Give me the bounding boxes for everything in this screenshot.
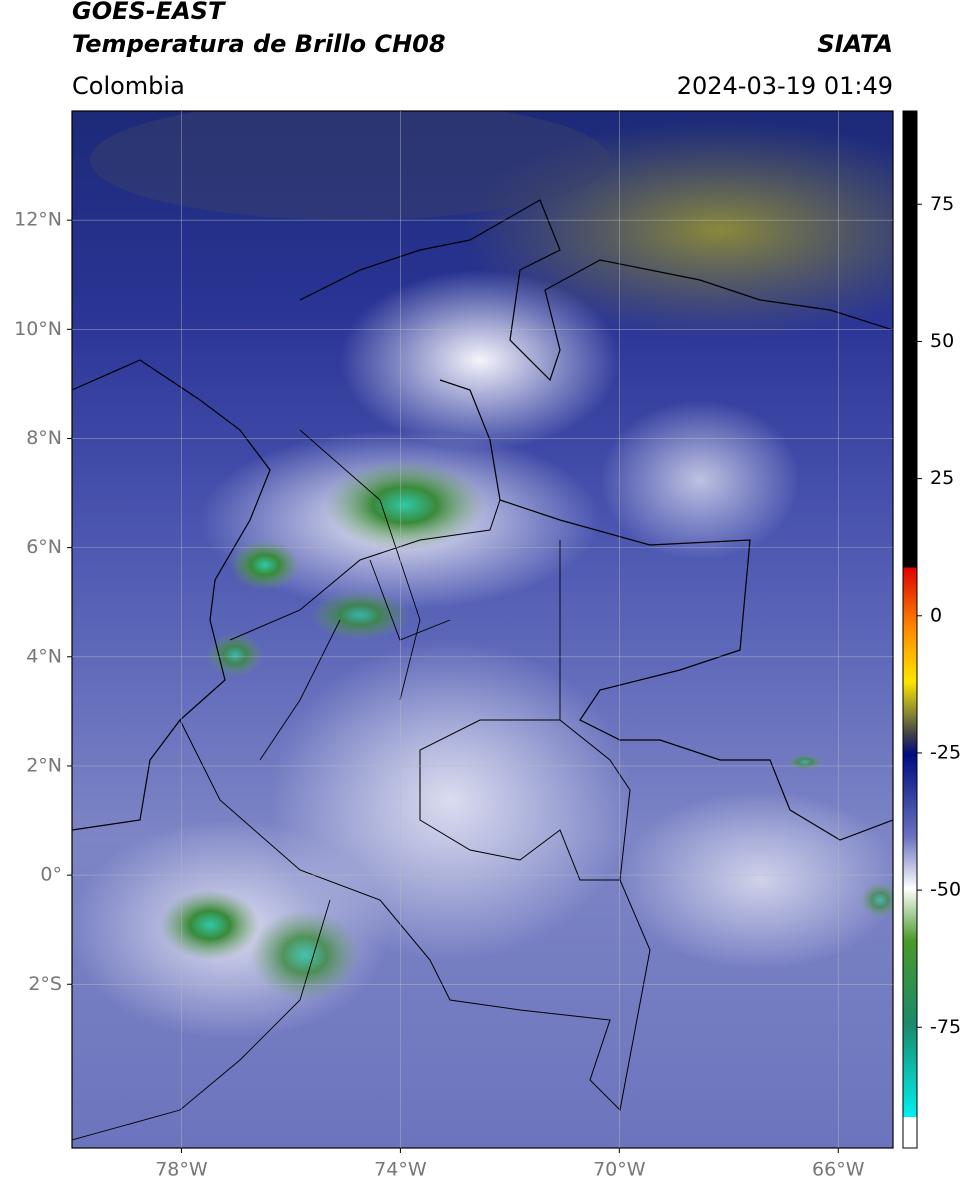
colorbar-tick-label: -50 bbox=[930, 879, 961, 901]
y-tick-label: 4°N bbox=[26, 645, 62, 667]
map-frame bbox=[71, 110, 894, 1149]
y-tick-label: 12°N bbox=[14, 209, 62, 231]
x-tick-label: 70°W bbox=[593, 1159, 646, 1181]
x-tick-label: 78°W bbox=[155, 1159, 208, 1181]
y-tick-label: 6°N bbox=[26, 536, 62, 558]
y-tick-label: 2°N bbox=[26, 754, 62, 776]
region: Colombia bbox=[72, 72, 185, 100]
satellite-image bbox=[72, 111, 893, 1148]
x-tick-label: 74°W bbox=[374, 1159, 427, 1181]
title: GOES-EAST bbox=[72, 0, 226, 25]
x-tick-label: 66°W bbox=[812, 1159, 865, 1181]
colorbar-tick-label: 25 bbox=[930, 467, 954, 489]
colorbar-tick-label: 0 bbox=[930, 604, 942, 626]
colorbar-tick-label: -75 bbox=[930, 1016, 961, 1038]
source: SIATA bbox=[817, 30, 893, 58]
y-tick-label: 10°N bbox=[14, 318, 62, 340]
y-tick-label: 2°S bbox=[28, 973, 62, 995]
subtitle: Temperatura de Brillo CH08 bbox=[72, 30, 446, 58]
colorbar bbox=[902, 110, 918, 1149]
y-tick-label: 8°N bbox=[26, 427, 62, 449]
colorbar-tick-label: -25 bbox=[930, 741, 961, 763]
y-tick-label: 0° bbox=[40, 864, 62, 886]
colorbar-tick-label: 50 bbox=[930, 330, 954, 352]
datetime: 2024-03-19 01:49 bbox=[677, 72, 893, 100]
colorbar-tick-label: 75 bbox=[930, 193, 954, 215]
